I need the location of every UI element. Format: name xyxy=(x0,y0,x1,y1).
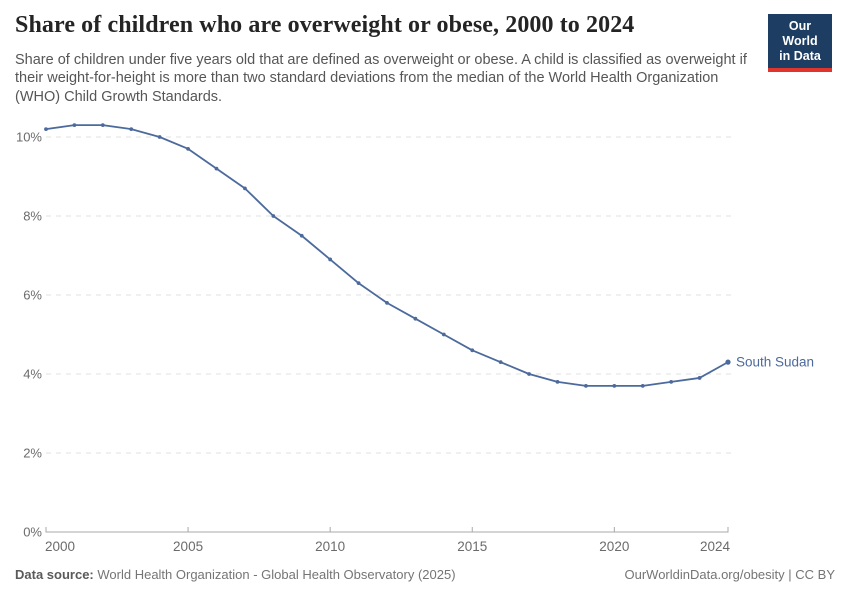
data-point-South Sudan-2024[interactable] xyxy=(725,359,731,365)
data-point-South Sudan-2008[interactable] xyxy=(271,214,276,218)
data-point-South Sudan-2017[interactable] xyxy=(527,372,531,376)
y-axis-label-8%: 8% xyxy=(23,209,42,224)
x-axis-label-2024: 2024 xyxy=(700,539,731,554)
data-point-South Sudan-2004[interactable] xyxy=(157,135,162,139)
footer-datasource: Data source: World Health Organization -… xyxy=(15,567,456,582)
data-point-South Sudan-2010[interactable] xyxy=(328,257,333,262)
chart-subtitle: Share of children under five years old t… xyxy=(15,52,747,105)
x-axis-label-2010: 2010 xyxy=(315,539,345,554)
data-point-South Sudan-2014[interactable] xyxy=(441,332,446,337)
data-point-South Sudan-2007[interactable] xyxy=(243,186,247,191)
data-point-South Sudan-2022[interactable] xyxy=(669,380,674,384)
x-axis-label-2005: 2005 xyxy=(173,539,203,554)
data-point-South Sudan-2013[interactable] xyxy=(413,316,418,321)
data-point-South Sudan-2019[interactable] xyxy=(584,383,588,388)
data-point-South Sudan-2018[interactable] xyxy=(555,380,560,384)
data-point-South Sudan-2001[interactable] xyxy=(72,123,77,128)
data-line-South Sudan[interactable] xyxy=(45,124,729,387)
owid-logo-line2: in Data xyxy=(779,49,821,63)
data-point-South Sudan-2012[interactable] xyxy=(385,301,389,305)
line-chart[interactable]: 0% 2% 4% 6% 8% 10% 2000 2005 2010 2015 2020 2024 Sou… xyxy=(0,110,850,565)
data-point-South Sudan-2005[interactable] xyxy=(186,146,190,151)
data-point-South Sudan-2020[interactable] xyxy=(612,383,617,388)
data-point-South Sudan-2003[interactable] xyxy=(129,127,134,131)
datasource-text: World Health Organization - Global Healt… xyxy=(97,567,456,582)
y-axis-label-6%: 6% xyxy=(23,288,42,303)
chart-footer: Data source: World Health Organization -… xyxy=(15,567,835,582)
data-point-South Sudan-2002[interactable] xyxy=(100,123,105,128)
data-point-South Sudan-2009[interactable] xyxy=(299,233,304,238)
y-axis-label-4%: 4% xyxy=(23,367,42,382)
x-axis-label-2000: 2000 xyxy=(45,539,75,554)
owid-logo-stripe xyxy=(768,68,832,72)
data-point-South Sudan-2011[interactable] xyxy=(356,281,361,286)
data-point-South Sudan-2006[interactable] xyxy=(214,166,219,171)
owid-logo[interactable]: Our World in Data xyxy=(768,14,832,72)
data-point-South Sudan-2000[interactable] xyxy=(44,127,48,131)
series-label-South Sudan[interactable]: South Sudan xyxy=(736,355,814,370)
y-axis-label-2%: 2% xyxy=(23,446,42,461)
footer-license-link[interactable]: OurWorldinData.org/obesity | CC BY xyxy=(624,567,836,582)
data-point-South Sudan-2023[interactable] xyxy=(697,376,702,380)
owid-logo-line1: Our World xyxy=(782,19,818,48)
data-point-South Sudan-2021[interactable] xyxy=(640,383,645,388)
owid-logo-text: Our World in Data xyxy=(768,14,832,68)
x-axis-label-2020: 2020 xyxy=(599,539,629,554)
datasource-label: Data source: xyxy=(15,567,94,582)
data-point-South Sudan-2016[interactable] xyxy=(498,360,503,365)
data-point-South Sudan-2015[interactable] xyxy=(470,348,475,353)
y-axis-label-0%: 0% xyxy=(23,525,42,540)
page-title: Share of children who are overweight or … xyxy=(15,12,635,38)
y-axis-label-10%: 10% xyxy=(16,130,42,145)
x-axis-label-2015: 2015 xyxy=(457,539,487,554)
